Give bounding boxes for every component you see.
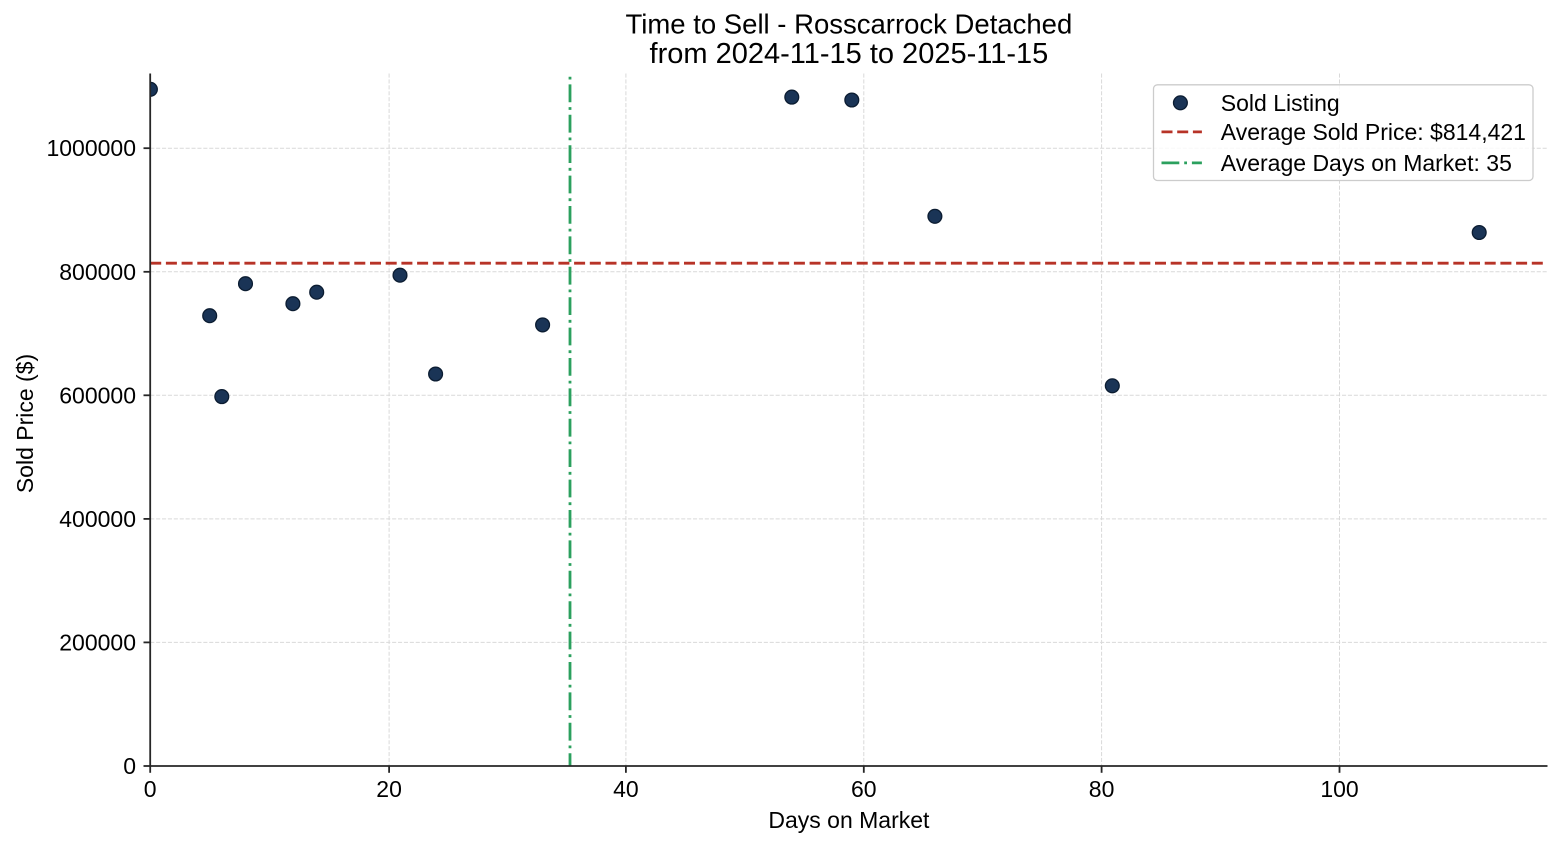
svg-text:100: 100 [1320, 776, 1358, 802]
svg-text:Sold Listing: Sold Listing [1221, 90, 1340, 116]
svg-text:800000: 800000 [59, 259, 136, 285]
svg-text:200000: 200000 [59, 629, 136, 655]
svg-text:Days on Market: Days on Market [768, 807, 930, 833]
svg-text:0: 0 [144, 776, 157, 802]
svg-text:1000000: 1000000 [46, 135, 136, 161]
svg-text:from 2024-11-15 to 2025-11-15: from 2024-11-15 to 2025-11-15 [650, 38, 1049, 70]
svg-text:Average Sold Price: $814,421: Average Sold Price: $814,421 [1221, 119, 1526, 145]
svg-text:Sold Price ($): Sold Price ($) [12, 354, 38, 493]
svg-text:600000: 600000 [59, 382, 136, 408]
svg-text:40: 40 [613, 776, 639, 802]
svg-text:0: 0 [123, 753, 136, 779]
svg-text:20: 20 [376, 776, 402, 802]
svg-text:60: 60 [851, 776, 877, 802]
svg-text:Average Days on Market: 35: Average Days on Market: 35 [1221, 150, 1512, 176]
svg-text:400000: 400000 [59, 506, 136, 532]
svg-text:Time to Sell - Rosscarrock Det: Time to Sell - Rosscarrock Detached [626, 9, 1073, 40]
svg-text:80: 80 [1089, 776, 1115, 802]
